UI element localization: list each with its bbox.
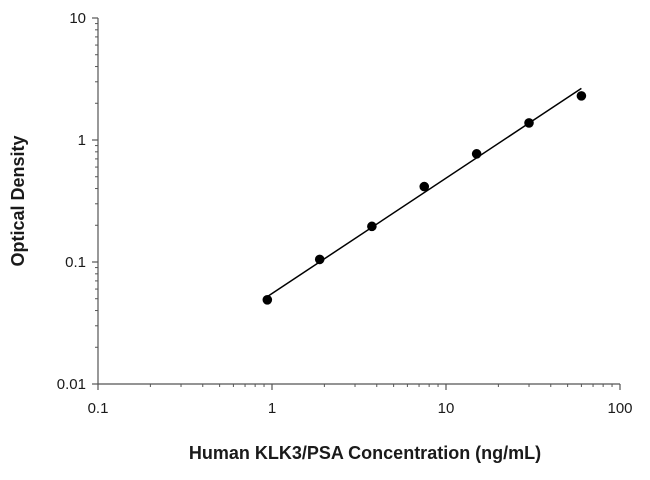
data-point: [471, 149, 482, 159]
data-point: [367, 221, 377, 232]
x-tick-label: 100: [607, 400, 632, 417]
x-tick-label: 1: [268, 400, 276, 417]
data-point: [419, 181, 430, 192]
y-tick-label: 1: [78, 132, 86, 149]
fit-line: [266, 87, 582, 298]
x-tick-label: 10: [438, 400, 455, 417]
y-tick-label: 0.01: [57, 376, 86, 393]
data-point: [524, 118, 534, 128]
y-axis-title: Optical Density: [8, 135, 28, 266]
fit-line-layer: [266, 87, 582, 298]
y-tick-label: 10: [69, 10, 86, 27]
x-tick-label: 0.1: [88, 400, 109, 417]
axes: [97, 18, 620, 385]
data-points: [262, 91, 587, 305]
x-axis-title: Human KLK3/PSA Concentration (ng/mL): [189, 443, 541, 463]
data-point: [576, 91, 587, 101]
y-tick-label: 0.1: [65, 254, 86, 271]
data-point: [314, 254, 325, 265]
data-point: [262, 294, 273, 305]
